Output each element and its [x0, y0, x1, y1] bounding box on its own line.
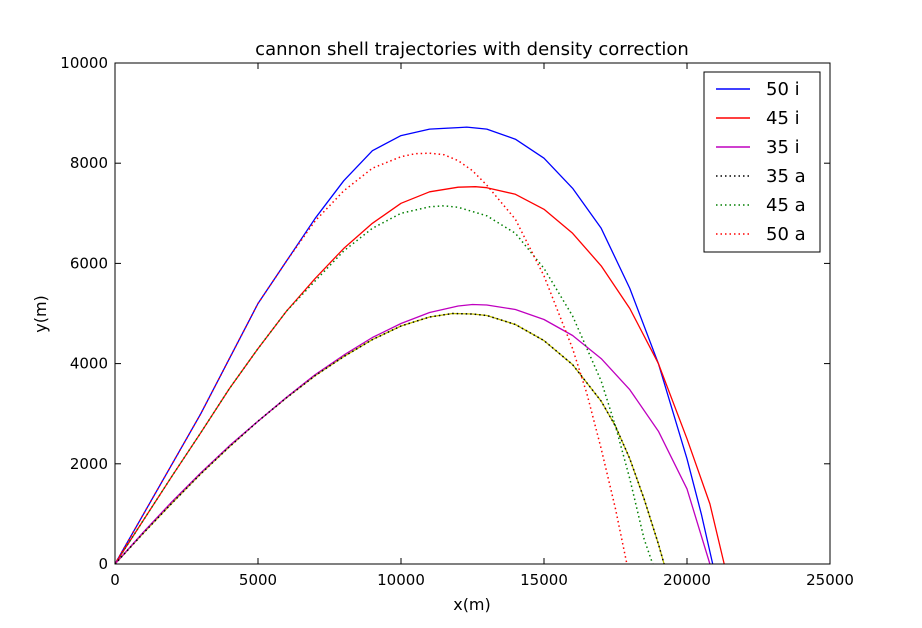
x-axis-label: x(m) — [453, 595, 491, 614]
series-line-35-a — [114, 312, 665, 565]
x-tick-label: 15000 — [520, 571, 568, 589]
legend-label: 45 i — [766, 108, 800, 129]
series-layer — [114, 126, 725, 565]
legend: 50 i 45 i 35 i 35 a 45 a 50 a — [703, 71, 821, 253]
y-axis-label: y(m) — [31, 295, 50, 333]
x-tick-label: 10000 — [377, 571, 425, 589]
y-tick-label: 8000 — [70, 154, 108, 172]
series-line-45-i — [114, 186, 725, 565]
x-tick-label: 20000 — [663, 571, 711, 589]
legend-box — [703, 71, 821, 253]
y-tick-label: 0 — [98, 555, 108, 573]
series-line-45-a — [114, 205, 654, 565]
legend-label: 50 a — [766, 224, 806, 245]
x-tick-label: 0 — [110, 571, 120, 589]
y-tick-label: 2000 — [70, 455, 108, 473]
x-tick-label: 25000 — [806, 571, 854, 589]
legend-label: 50 i — [766, 79, 800, 100]
chart-title: cannon shell trajectories with density c… — [255, 39, 689, 60]
y-tick-label: 6000 — [70, 254, 108, 272]
series-line-50-i — [114, 126, 714, 565]
ticks-layer: 0 5000 10000 15000 20000 25000 0 2000 4000 6000 80… — [60, 54, 854, 589]
y-tick-label: 10000 — [60, 54, 108, 72]
legend-label: 45 a — [766, 195, 806, 216]
series-line-50-a — [114, 152, 628, 565]
y-tick-label: 4000 — [70, 355, 108, 373]
legend-label: 35 a — [766, 166, 806, 187]
series-line-35-i — [114, 303, 711, 565]
axes-frame — [114, 62, 831, 565]
legend-label: 35 i — [766, 137, 800, 158]
x-tick-label: 5000 — [239, 571, 277, 589]
